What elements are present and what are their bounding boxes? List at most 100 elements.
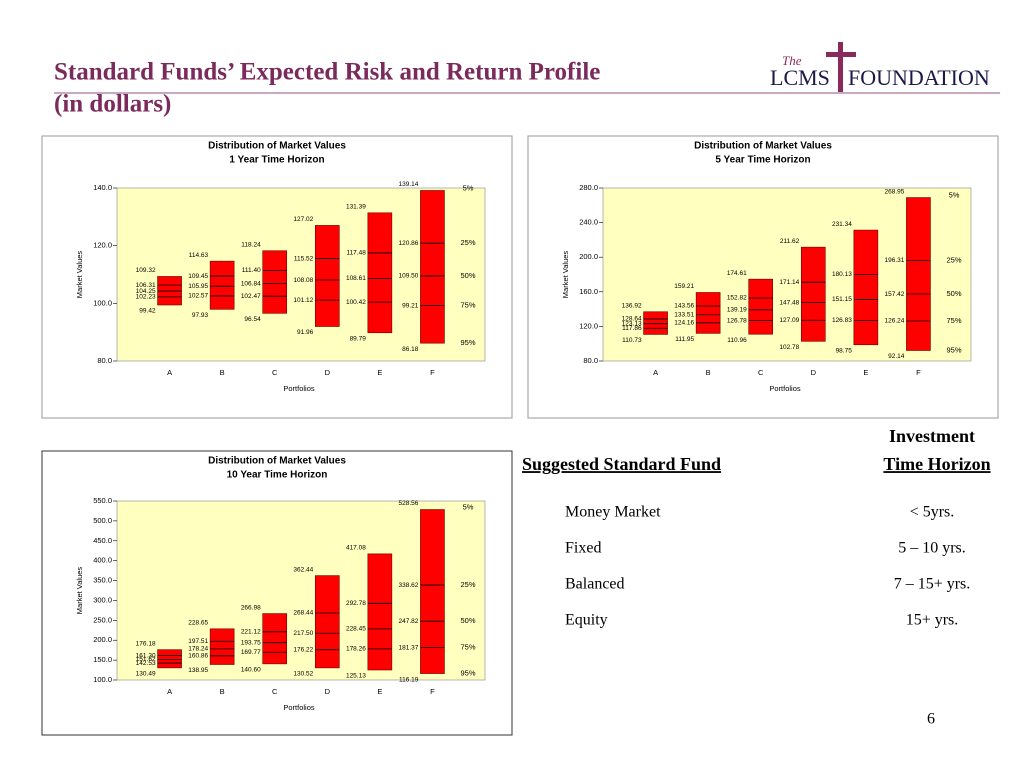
- value-label: 126.78: [727, 317, 747, 324]
- value-label: 221.12: [241, 629, 261, 636]
- y-tick-label: 550.0: [93, 496, 112, 505]
- value-label: 102.78: [779, 344, 799, 351]
- value-label: 528.56: [399, 500, 419, 507]
- time-horizon: 7 – 15+ yrs.: [894, 576, 971, 593]
- y-tick-label: 450.0: [93, 536, 112, 545]
- value-label: 108.61: [346, 275, 366, 282]
- value-label: 130.49: [136, 671, 156, 678]
- value-label: 111.95: [675, 336, 694, 343]
- value-label: 109.50: [399, 273, 419, 280]
- percentile-name: 25%: [460, 238, 475, 247]
- y-tick-label: 280.0: [579, 183, 598, 192]
- value-label: 104.25: [136, 288, 156, 295]
- slide-subtitle: (in dollars): [54, 91, 171, 118]
- y-tick-label: 240.0: [579, 218, 598, 227]
- value-label: 124.16: [674, 320, 694, 327]
- value-label: 99.42: [139, 308, 156, 315]
- value-label: 338.62: [399, 582, 419, 589]
- percentile-name: 50%: [460, 271, 475, 280]
- y-tick-label: 100.0: [93, 675, 112, 684]
- y-tick-label: 160.0: [579, 287, 598, 296]
- value-label: 100.42: [346, 299, 366, 306]
- value-label: 171.14: [779, 279, 799, 286]
- chart-title: Distribution of Market Values: [208, 456, 346, 467]
- value-label: 178.24: [188, 646, 208, 653]
- x-tick-label: D: [325, 368, 331, 377]
- range-bar: [853, 229, 879, 346]
- value-label: 127.02: [293, 216, 313, 223]
- value-label: 151.62: [136, 656, 156, 663]
- value-label: 106.84: [241, 280, 261, 287]
- percentile-name: 25%: [460, 580, 475, 589]
- value-label: 111.40: [242, 267, 261, 274]
- value-label: 108.08: [293, 277, 313, 284]
- fund-name: Fixed: [565, 540, 601, 557]
- percentile-name: 75%: [460, 643, 475, 652]
- y-tick-label: 80.0: [97, 356, 112, 365]
- value-label: 140.60: [241, 667, 261, 674]
- value-label: 292.78: [346, 600, 366, 607]
- percentile-name: 95%: [460, 338, 475, 347]
- table-header: Investment: [889, 426, 975, 446]
- y-tick-label: 300.0: [93, 595, 112, 604]
- chart-subtitle: 1 Year Time Horizon: [229, 155, 324, 166]
- value-label: 130.52: [293, 671, 313, 678]
- chart-title: Distribution of Market Values: [208, 141, 346, 152]
- range-bar: [262, 250, 288, 314]
- value-label: 139.14: [399, 181, 419, 188]
- value-label: 110.96: [727, 337, 747, 344]
- value-label: 120.86: [399, 240, 419, 247]
- value-label: 180.13: [832, 271, 852, 278]
- x-tick-label: D: [811, 368, 817, 377]
- fund-name: Money Market: [565, 504, 661, 521]
- value-label: 136.92: [622, 302, 642, 309]
- value-label: 152.82: [727, 295, 747, 302]
- y-tick-label: 140.0: [93, 183, 112, 192]
- value-label: 417.08: [346, 545, 366, 552]
- range-bar: [209, 260, 235, 310]
- value-label: 161.30: [136, 652, 156, 659]
- percentile-name: 75%: [946, 316, 961, 325]
- value-label: 128.64: [622, 316, 642, 323]
- fund-name: Balanced: [565, 576, 625, 593]
- chart-subtitle: 5 Year Time Horizon: [715, 155, 810, 166]
- value-label: 139.19: [727, 307, 747, 314]
- range-bar: [420, 190, 445, 344]
- value-label: 211.62: [780, 238, 800, 245]
- value-label: 117.86: [622, 325, 642, 332]
- x-tick-label: B: [220, 687, 225, 696]
- fund-name: Equity: [565, 612, 608, 629]
- value-label: 98.75: [836, 348, 853, 355]
- y-tick-label: 200.0: [579, 252, 598, 261]
- logo-the: The: [782, 53, 802, 68]
- range-bar: [314, 225, 340, 327]
- value-label: 86.18: [402, 346, 419, 353]
- y-tick-label: 200.0: [93, 635, 112, 644]
- value-label: 178.26: [346, 646, 366, 653]
- percentile-name: 75%: [460, 301, 475, 310]
- range-bar: [906, 197, 931, 351]
- value-label: 176.22: [293, 646, 313, 653]
- value-label: 99.21: [402, 302, 419, 309]
- x-tick-label: F: [430, 368, 435, 377]
- value-label: 174.61: [727, 270, 747, 277]
- value-label: 102.23: [136, 294, 156, 301]
- value-label: 131.39: [346, 204, 366, 211]
- time-horizon: 15+ yrs.: [906, 612, 959, 629]
- percentile-name: 50%: [460, 616, 475, 625]
- x-tick-label: E: [377, 368, 382, 377]
- value-label: 125.13: [346, 673, 366, 680]
- value-label: 109.45: [188, 273, 208, 280]
- value-label: 181.37: [399, 644, 419, 651]
- logo-foundation: FOUNDATION: [848, 65, 990, 90]
- value-label: 160.86: [188, 653, 208, 660]
- value-label: 91.96: [297, 329, 314, 336]
- value-label: 117.48: [346, 250, 366, 257]
- range-bar: [157, 649, 182, 669]
- value-label: 109.32: [136, 267, 156, 274]
- y-tick-label: 500.0: [93, 516, 112, 525]
- range-bar: [209, 628, 235, 665]
- y-tick-label: 100.0: [93, 298, 112, 307]
- chart-title: Distribution of Market Values: [694, 141, 832, 152]
